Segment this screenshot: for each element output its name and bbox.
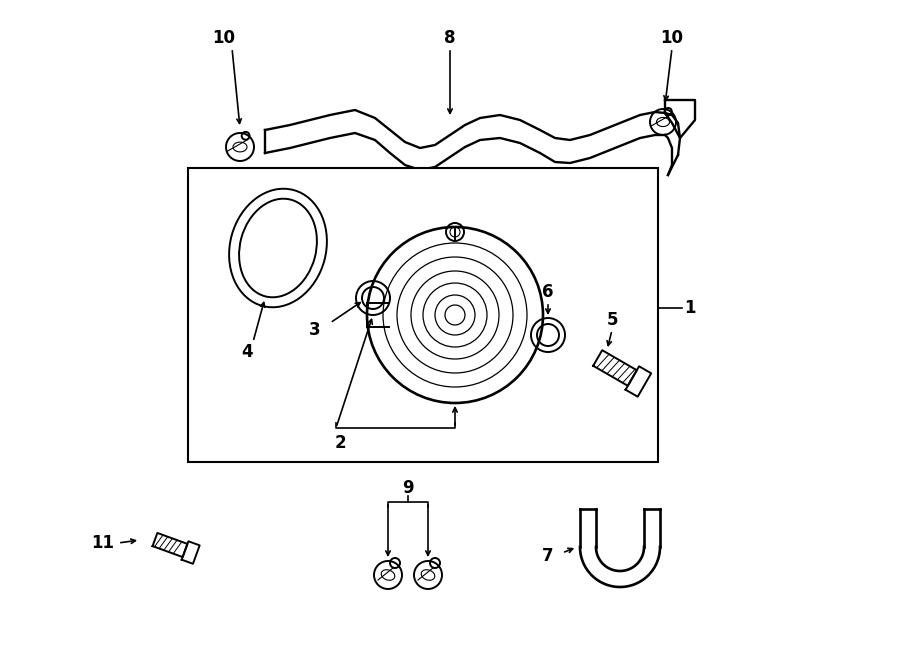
Text: 1: 1 [684, 299, 696, 317]
Text: 10: 10 [661, 29, 683, 47]
Text: 7: 7 [542, 547, 554, 565]
Text: 2: 2 [334, 434, 346, 452]
Text: 8: 8 [445, 29, 455, 47]
Text: 10: 10 [212, 29, 236, 47]
Bar [188, 168, 658, 462]
Text: 5: 5 [607, 311, 617, 329]
Text: 4: 4 [241, 343, 253, 361]
Text: 3: 3 [310, 321, 320, 339]
Text: 11: 11 [92, 534, 114, 552]
Text: 6: 6 [542, 283, 554, 301]
Text: 9: 9 [402, 479, 414, 497]
